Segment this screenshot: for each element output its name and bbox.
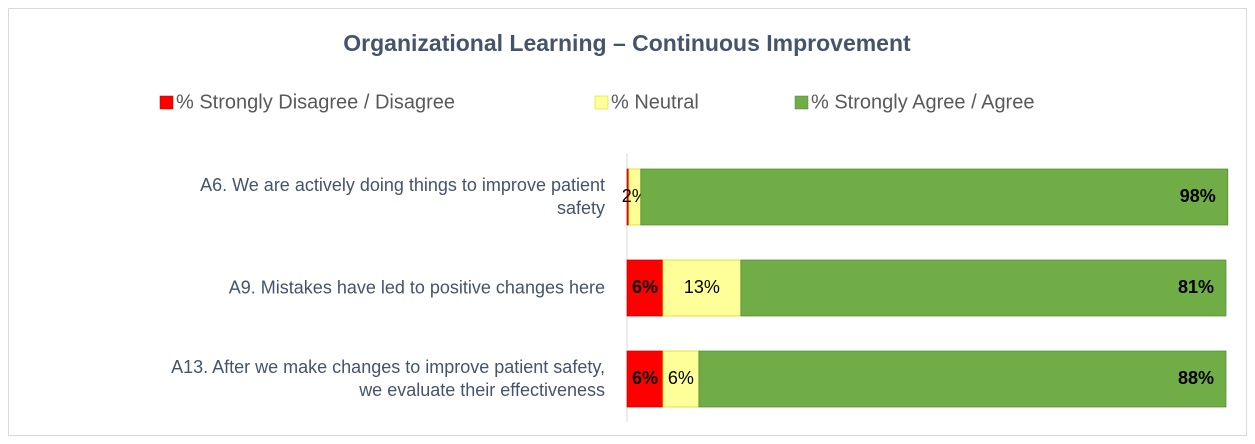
chart-title: Organizational Learning – Continuous Imp… (343, 30, 911, 56)
value-label: 13% (684, 277, 720, 297)
legend-swatch (159, 95, 174, 110)
bar-segment (698, 350, 1227, 408)
category-label: A9. Mistakes have led to positive change… (228, 277, 605, 298)
value-label: 88% (1178, 368, 1214, 388)
legend-label: % Neutral (611, 91, 699, 113)
legend-swatch (594, 95, 609, 110)
legend-swatch (794, 95, 809, 110)
value-label: 81% (1178, 277, 1214, 297)
bar-segment (626, 259, 664, 317)
bar-segment (626, 350, 664, 408)
value-label: 6% (632, 368, 658, 388)
category-label: A6. We are actively doing things to impr… (200, 175, 605, 218)
category-label: A13. After we make changes to improve pa… (171, 357, 605, 400)
value-label: 98% (1180, 186, 1216, 206)
value-label: 6% (632, 277, 658, 297)
bar-segment (640, 168, 1229, 226)
value-label: 6% (668, 368, 694, 388)
legend-label: % Strongly Agree / Agree (811, 91, 1034, 113)
bar-segment (662, 350, 700, 408)
bar-segment (662, 259, 742, 317)
bar-segment (740, 259, 1227, 317)
legend-label: % Strongly Disagree / Disagree (176, 91, 455, 113)
